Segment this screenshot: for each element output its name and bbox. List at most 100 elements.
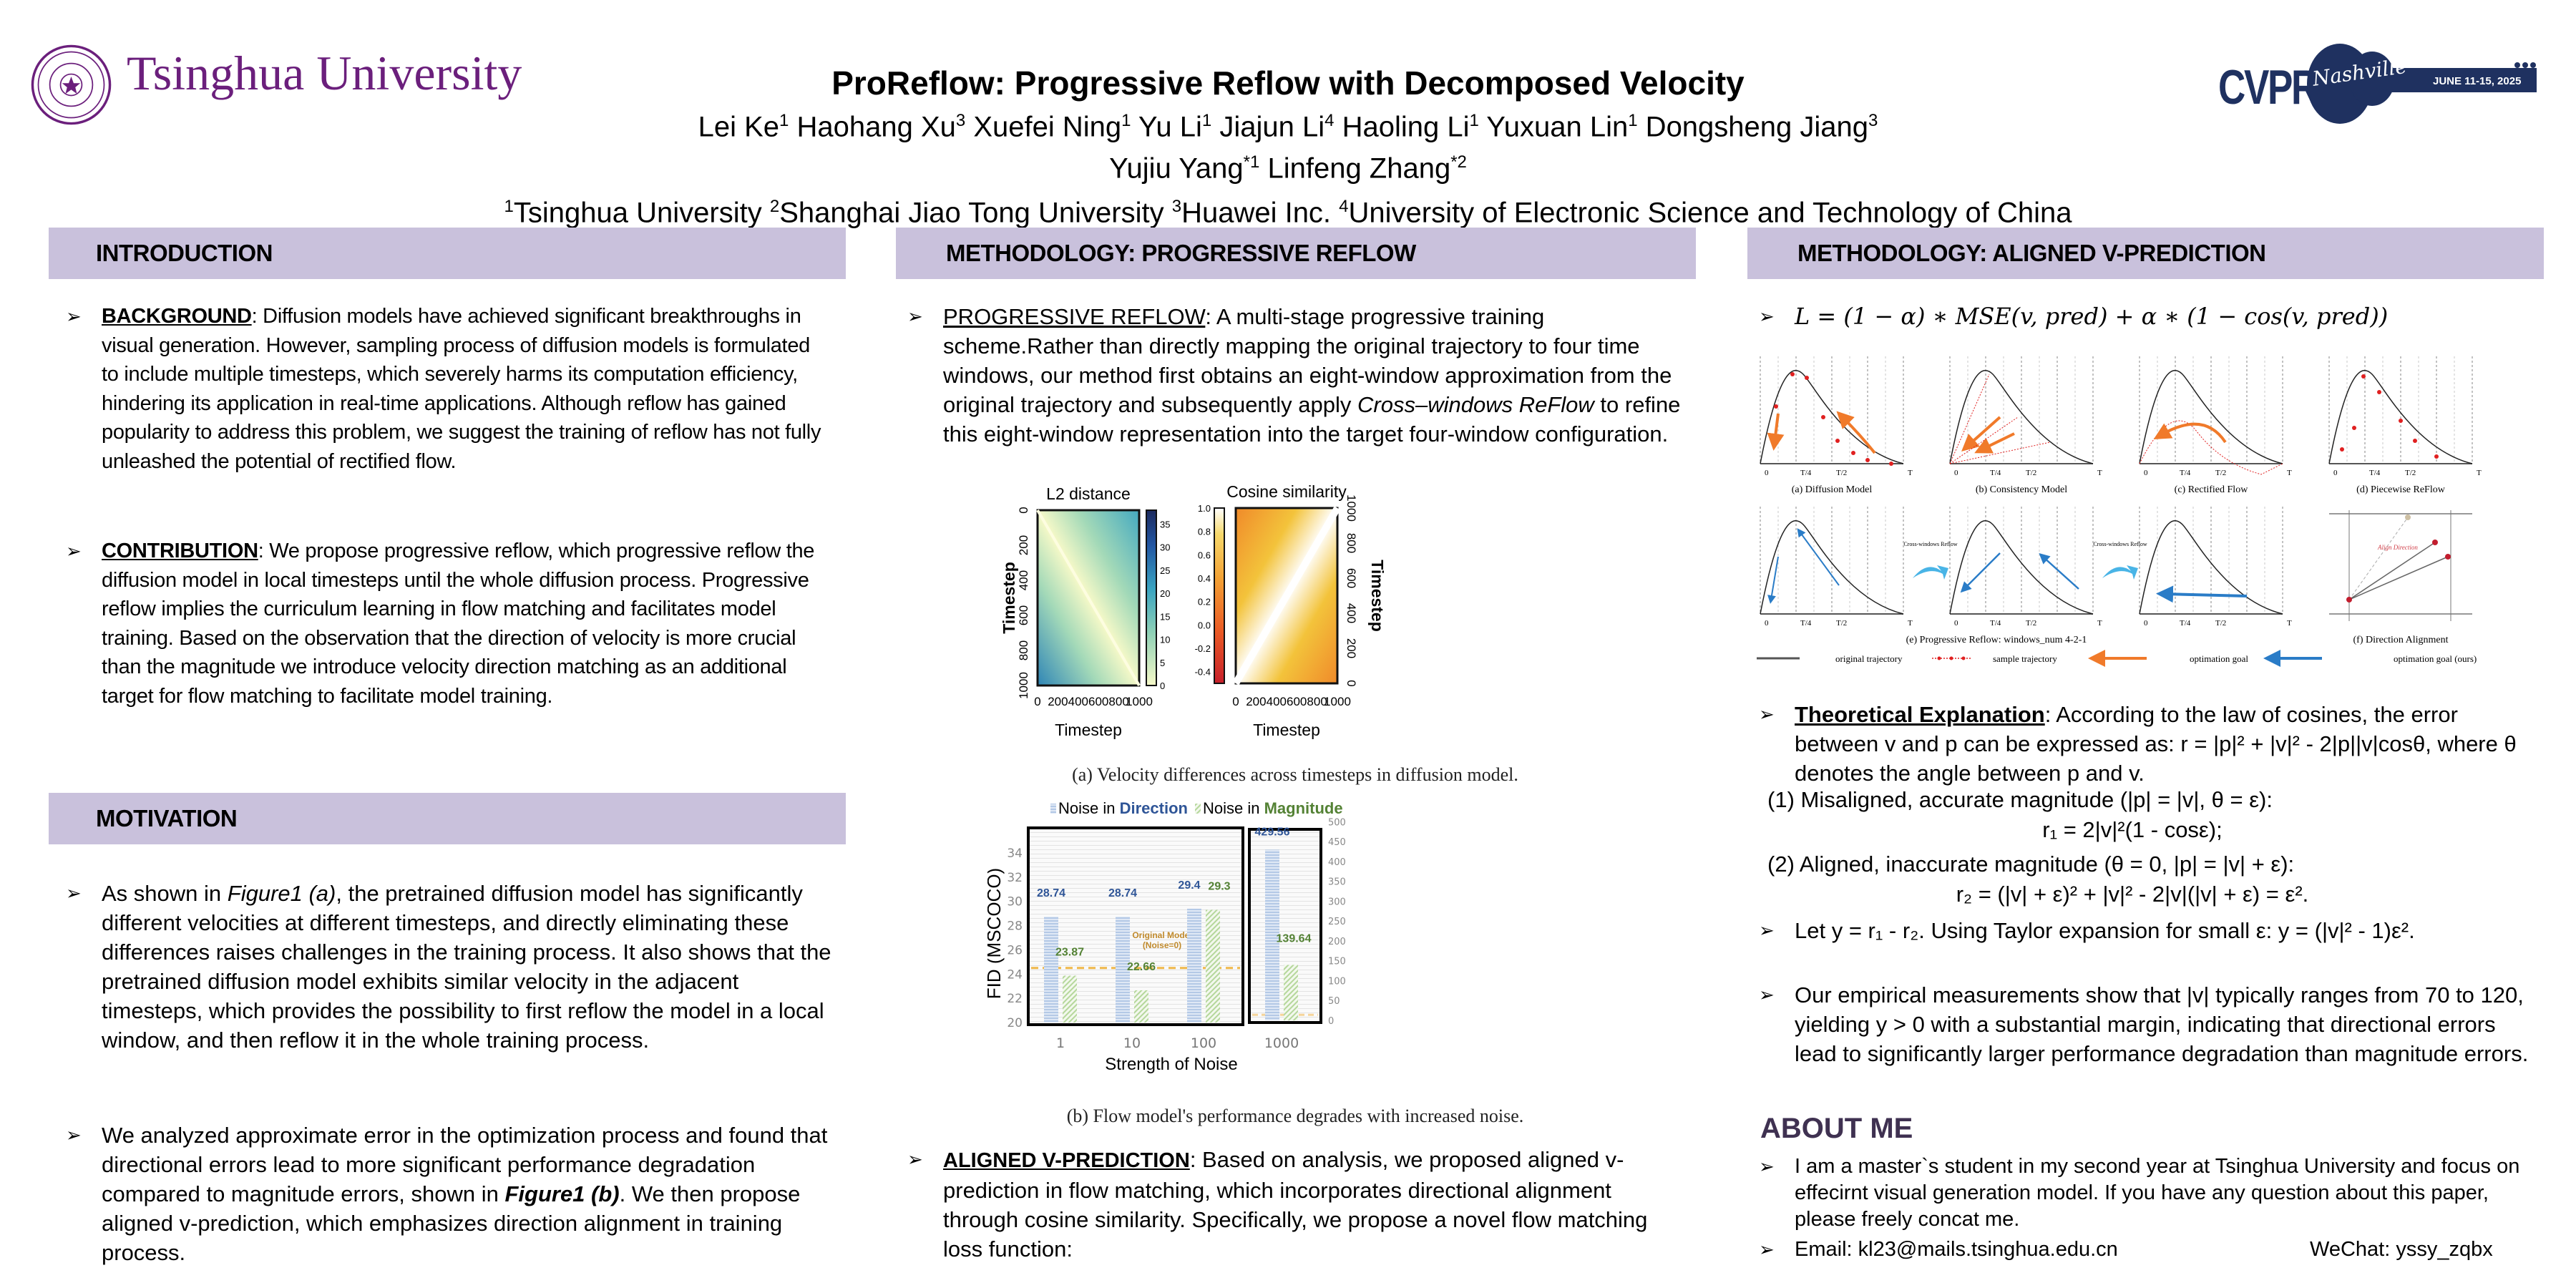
cvpr-logo: CVPR Nashville JUNE 11-15, 2025 [2218, 39, 2547, 125]
wechat-id: WeChat: yssy_zqbx [2310, 1238, 2493, 1261]
heatmap-cos-colorbar-tick: 0.2 [1198, 597, 1211, 608]
axis-tick: T/2 [2026, 469, 2036, 477]
heatmap-cos-x-tick: 1000 [1324, 695, 1351, 708]
heatmap-l2-diagonal [1036, 509, 1141, 687]
axis-tick: T/2 [2405, 469, 2416, 477]
figure-ref: Figure1 (a) [227, 881, 336, 906]
sample-point [1790, 372, 1795, 376]
affiliation-name: Shanghai Jiao Tong University [779, 196, 1164, 228]
axis-tick: T/4 [1990, 619, 2001, 628]
axis-tick: T [2097, 619, 2102, 628]
heatmap-l2-ylabel: Timestep [1002, 562, 1018, 634]
heatmap-cos-colorbar-tick: 0.0 [1198, 620, 1211, 630]
heatmap-cos-x-tick: 0 [1232, 695, 1239, 708]
axis-tick: T/2 [2215, 619, 2226, 628]
heatmap-l2-x-tick: 1000 [1126, 695, 1153, 708]
sample-trajectory [1949, 374, 2051, 464]
bar-label-direction: 429.56 [1255, 826, 1290, 838]
y-tick-left: 28 [1007, 919, 1023, 934]
heatmap-cos-ylabel: Timestep [1368, 560, 1387, 632]
motivation-text: , the pretrained diffusion model has sig… [102, 881, 831, 1053]
x-axis-label: Strength of Noise [1105, 1055, 1237, 1074]
heatmap-cos-y-tick: 200 [1345, 638, 1358, 658]
affiliation-name: Huawei Inc. [1181, 196, 1332, 228]
case-2-equation: r₂ = (|v| + ε)² + |v|² - 2|v|(|v| + ε) =… [1956, 882, 2309, 907]
motivation-text: . We then propose aligned v-prediction, … [102, 1181, 801, 1265]
arrow-bullet-icon: ➢ [66, 1124, 82, 1146]
sample-point [1774, 404, 1778, 409]
y-axis-label: FID (MSCOCO) [987, 868, 1005, 999]
arrow-bullet-icon: ➢ [1759, 984, 1775, 1005]
legend-sample-trajectory: sample trajectory [1993, 653, 2057, 664]
heatmap-cos-colorbar-tick: -0.4 [1195, 667, 1211, 678]
axis-tick: T/4 [1800, 619, 1812, 628]
heatmap-cos-y-tick: 800 [1345, 533, 1358, 553]
heatmap-cos-x-tick: 400 [1267, 695, 1287, 708]
arrow-bullet-icon: ➢ [1759, 1239, 1775, 1260]
reflow-trajectory-diagram: 0 T/4 T/2 T (a) Diffusion Model 0 T/4 T/2 T (b) C… [1757, 356, 2482, 667]
affiliation-number: 4 [1339, 196, 1349, 216]
heatmap-l2-colorbar-tick: 30 [1160, 542, 1170, 553]
axis-tick: T/2 [2215, 469, 2226, 477]
motivation-text: We analyzed approximate error in the opt… [102, 1123, 828, 1206]
diagram-panel: 0 T/4 T/2 T [1949, 507, 2102, 628]
diagram-panel-caption: (c) Rectified Flow [2175, 484, 2249, 495]
author-name: Yu Li [1131, 111, 1202, 143]
legend-magnitude-swatch [1195, 804, 1201, 814]
y-tick-right: 150 [1328, 957, 1346, 967]
bar-label-direction: 28.74 [1037, 887, 1065, 899]
diagram-panel: 0 T/4 T/2 T [1760, 507, 1913, 628]
about-bio: I am a master`s student in my second yea… [1795, 1155, 2520, 1231]
heatmap-cos-x-tick: 800 [1307, 695, 1327, 708]
diagram-panel: 0 T/4 T/2 T [1760, 356, 1913, 477]
bar-label-magnitude: 139.64 [1277, 932, 1312, 945]
author-name: Haohang Xu [789, 111, 956, 143]
tsinghua-logo: Tsinghua University [30, 39, 531, 132]
heatmap-l2-y-tick: 1000 [1017, 672, 1030, 699]
tsinghua-seal-icon [31, 44, 112, 125]
legend-optimation-goal-ours: optimation goal (ours) [2394, 653, 2477, 664]
cross-windows-reflow-term: Cross–windows ReFlow [1357, 392, 1594, 417]
arrow-bullet-icon: ➢ [1759, 919, 1775, 941]
guitar-icon [2307, 44, 2537, 124]
axis-tick: T [2477, 469, 2482, 477]
case-1: (1) Misaligned, accurate magnitude (|p| … [1767, 787, 2273, 812]
axis-tick: 0 [2144, 469, 2148, 477]
sample-point [2361, 374, 2366, 379]
reference-line-sublabel: (Noise=0) [1143, 940, 1181, 950]
email-link[interactable]: Email: kl23@mails.tsinghua.edu.cn [1795, 1238, 2118, 1261]
heatmap-l2-y-tick: 200 [1017, 535, 1030, 555]
diagram-panel-caption: (f) Direction Alignment [2353, 635, 2449, 645]
affiliations: 1Tsinghua University 2Shanghai Jiao Tong… [501, 187, 2075, 233]
optimization-arrow [1836, 411, 1876, 454]
theory-text: : According to the law of cosines, the e… [1795, 702, 2517, 786]
about-bio-bullet: ➢ I am a master`s student in my second y… [1759, 1153, 2539, 1233]
heatmap-l2-colorbar-tick: 10 [1160, 635, 1170, 645]
heatmap-l2-y-tick: 600 [1017, 605, 1030, 625]
author-name: Jiajun Li [1211, 111, 1325, 143]
heatmap-l2-colorbar-tick: 5 [1160, 658, 1165, 668]
diagram-panel: 0 T/4 T/2 T [2139, 507, 2292, 628]
heatmap-l2-xlabel: Timestep [1055, 721, 1122, 739]
axis-tick: 0 [1765, 619, 1769, 628]
heatmap-l2-colorbar-tick: 0 [1160, 680, 1165, 691]
motivation-text: As shown in [102, 881, 228, 906]
cross-windows-arrow-icon [2102, 565, 2138, 580]
bar-label-magnitude: 29.3 [1208, 881, 1230, 893]
bar-label-direction: 29.4 [1178, 879, 1200, 892]
heatmap-cos-title: Cosine similarity [1226, 482, 1347, 501]
y-tick-right: 300 [1328, 897, 1346, 907]
heatmap-l2-y-tick: 800 [1017, 640, 1030, 660]
section-motivation-heading: MOTIVATION [49, 793, 846, 844]
bar-direction [1044, 917, 1058, 1023]
cross-windows-arrow-icon [1913, 565, 1948, 580]
cross-windows-label: Cross-windows Reflow [2093, 541, 2147, 547]
sample-point [1805, 376, 1809, 380]
axis-tick: 0 [2333, 469, 2338, 477]
heatmap-cos-colorbar-tick: -0.2 [1195, 643, 1211, 654]
axis-tick: T/2 [1836, 469, 1847, 477]
x-tick: 100 [1191, 1035, 1216, 1051]
section-progressive-reflow-heading: METHODOLOGY: PROGRESSIVE REFLOW [896, 228, 1696, 279]
loss-formula-bullet: ➢ L = (1 − α) ∗ MSE(v, pred) + α ∗ (1 − … [1759, 302, 2539, 331]
heatmap-l2-colorbar-tick: 15 [1160, 611, 1170, 622]
